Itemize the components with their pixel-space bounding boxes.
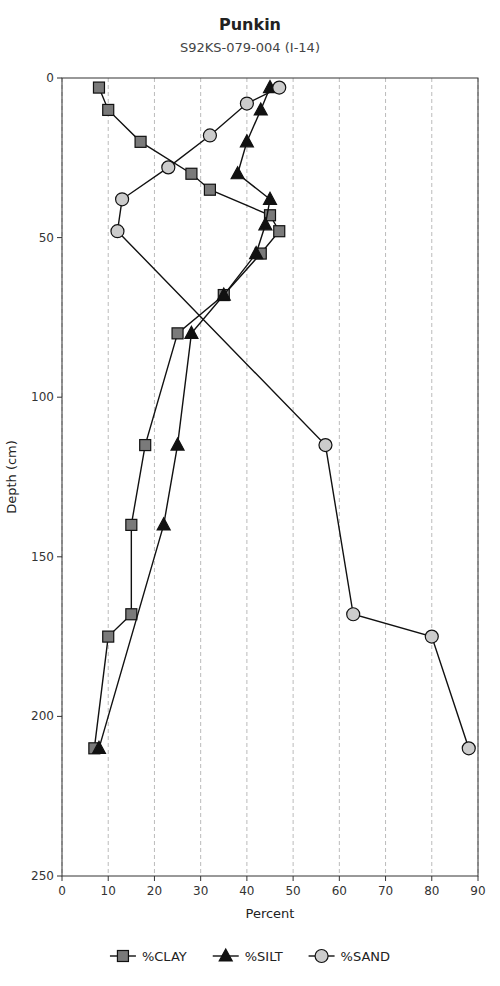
data-point — [254, 103, 267, 115]
data-point — [259, 218, 272, 230]
grid-line — [293, 78, 294, 876]
y-tick — [57, 876, 62, 877]
y-tick-label: 50 — [39, 231, 54, 245]
grid-line — [246, 78, 247, 876]
data-point — [103, 104, 114, 115]
data-point — [111, 225, 124, 238]
x-tick-label: 70 — [378, 884, 393, 898]
x-tick — [385, 876, 386, 881]
x-tick — [154, 876, 155, 881]
series — [89, 82, 285, 754]
y-tick — [57, 716, 62, 717]
x-tick-label: 10 — [101, 884, 116, 898]
data-point — [347, 608, 360, 621]
grid-line — [339, 78, 340, 876]
grid-line — [154, 78, 155, 876]
grid-line — [200, 78, 201, 876]
x-tick-label: 60 — [332, 884, 347, 898]
data-point — [250, 247, 263, 259]
legend-label: %CLAY — [142, 949, 187, 964]
x-tick-label: 20 — [147, 884, 162, 898]
data-point — [135, 136, 146, 147]
data-point — [93, 82, 104, 93]
data-point — [186, 168, 197, 179]
grid-line — [385, 78, 386, 876]
y-tick — [57, 556, 62, 557]
grid — [62, 78, 478, 876]
x-tick — [200, 876, 201, 881]
data-point — [171, 438, 184, 450]
data-point — [116, 193, 129, 206]
legend-marker — [219, 949, 232, 961]
y-tick — [57, 397, 62, 398]
y-tick-label: 200 — [31, 709, 54, 723]
data-point — [103, 631, 114, 642]
grid-line — [108, 78, 109, 876]
data-point — [204, 184, 215, 195]
axes: 0 10 20 30 40 50 60 70 80 90 0 50 100 150 200 250 Percen… — [4, 71, 486, 921]
y-tick-label: 250 — [31, 869, 54, 883]
data-point — [92, 741, 105, 753]
grid-line — [431, 78, 432, 876]
data-point — [126, 609, 137, 620]
y-axis-label: Depth (cm) — [4, 440, 19, 514]
legend-item: %SAND — [309, 949, 390, 964]
x-tick — [339, 876, 340, 881]
data-point — [185, 326, 198, 338]
y-tick — [57, 78, 62, 79]
legend-marker — [117, 951, 128, 962]
legend-label: %SILT — [245, 949, 283, 964]
legend-marker — [315, 950, 328, 963]
legend-label: %SAND — [341, 949, 390, 964]
y-tick-label: 150 — [31, 550, 54, 564]
data-point — [462, 742, 475, 755]
data-point — [319, 439, 332, 452]
data-point — [425, 630, 438, 643]
data-point — [240, 97, 253, 110]
series — [92, 81, 276, 754]
y-tick-label: 0 — [46, 71, 54, 85]
plot-frame — [62, 78, 478, 876]
series — [111, 81, 475, 755]
data-point — [157, 518, 170, 530]
data-point — [140, 440, 151, 451]
title: Punkin — [219, 15, 281, 34]
x-tick — [293, 876, 294, 881]
data-point — [217, 288, 230, 300]
legend-item: %CLAY — [110, 949, 187, 964]
x-tick-label: 50 — [285, 884, 300, 898]
data-point — [240, 135, 253, 147]
data — [89, 81, 475, 755]
legend-item: %SILT — [213, 949, 283, 964]
data-point — [162, 161, 175, 174]
x-tick-label: 90 — [470, 884, 485, 898]
x-tick-label: 80 — [424, 884, 439, 898]
y-tick-label: 100 — [31, 390, 54, 404]
x-tick-label: 0 — [58, 884, 66, 898]
data-point — [273, 81, 286, 94]
data-point — [274, 226, 285, 237]
x-tick — [431, 876, 432, 881]
series-line — [94, 88, 279, 749]
x-tick — [62, 876, 63, 881]
legend: %CLAY %SILT %SAND — [110, 949, 390, 964]
x-tick-label: 40 — [239, 884, 254, 898]
data-point — [264, 192, 277, 204]
x-tick-label: 30 — [193, 884, 208, 898]
y-tick — [57, 237, 62, 238]
chart: Punkin S92KS-079-004 (I-14) 0 10 20 30 40 50 60 7… — [0, 0, 500, 986]
series-line — [99, 88, 270, 749]
x-tick — [478, 876, 479, 881]
subtitle: S92KS-079-004 (I-14) — [180, 40, 320, 55]
x-axis-label: Percent — [246, 906, 295, 921]
series-line — [117, 88, 468, 749]
x-tick — [108, 876, 109, 881]
data-point — [231, 167, 244, 179]
data-point — [126, 519, 137, 530]
data-point — [172, 328, 183, 339]
data-point — [203, 129, 216, 142]
x-tick — [246, 876, 247, 881]
